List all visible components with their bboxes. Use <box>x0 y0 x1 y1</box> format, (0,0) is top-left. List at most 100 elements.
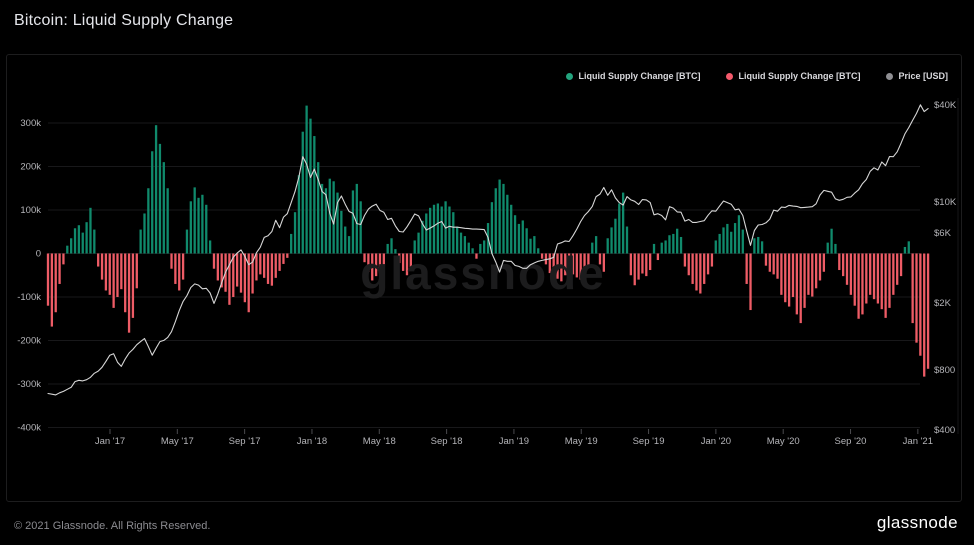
supply-bar <box>594 236 598 254</box>
legend-item-price[interactable]: Price [USD] <box>886 71 948 81</box>
supply-bar <box>467 242 470 254</box>
y-left-tick: 200k <box>20 162 41 173</box>
supply-bar <box>753 238 756 254</box>
supply-bar <box>340 210 343 254</box>
supply-bar <box>347 236 351 254</box>
supply-bar <box>575 253 578 278</box>
supply-bar <box>247 253 250 313</box>
supply-bar <box>668 235 671 254</box>
supply-bar <box>714 240 717 254</box>
supply-bar <box>151 151 154 254</box>
legend-item-supply-positive[interactable]: Liquid Supply Change [BTC] <box>566 71 700 81</box>
supply-bar <box>355 183 358 254</box>
supply-bar <box>791 253 795 297</box>
supply-bar <box>888 253 891 308</box>
supply-bar <box>544 253 548 265</box>
supply-bar <box>757 236 760 254</box>
supply-change-bars[interactable] <box>46 105 930 377</box>
supply-bar <box>849 253 853 295</box>
supply-bar <box>764 253 768 266</box>
supply-bar <box>899 253 903 277</box>
supply-bar <box>374 253 378 277</box>
y-left-tick: -100k <box>17 292 41 303</box>
supply-bar <box>81 232 84 254</box>
page-title: Bitcoin: Liquid Supply Change <box>14 12 234 29</box>
supply-bar <box>104 253 108 291</box>
supply-bar <box>324 188 328 254</box>
supply-bar <box>710 253 714 267</box>
supply-bar <box>270 253 274 286</box>
x-axis-tick: Jan '20 <box>701 436 731 447</box>
supply-bar <box>826 242 829 254</box>
supply-bar <box>178 253 181 291</box>
supply-bar <box>498 179 501 254</box>
supply-bar <box>768 253 771 272</box>
supply-bar <box>208 240 212 254</box>
supply-bar <box>363 253 366 263</box>
supply-bar <box>884 253 887 318</box>
supply-bar <box>290 233 293 254</box>
supply-bar <box>309 118 312 254</box>
supply-bar <box>428 207 432 254</box>
supply-bar <box>336 192 339 254</box>
supply-bar <box>359 201 362 254</box>
chart-legend: Liquid Supply Change [BTC] Liquid Supply… <box>566 71 948 81</box>
supply-bar <box>228 253 231 305</box>
supply-bar <box>282 253 285 264</box>
y-right-tick: $800 <box>934 365 955 376</box>
supply-bar <box>857 253 860 319</box>
supply-bar <box>112 253 115 308</box>
glassnode-logo[interactable]: glassnode <box>876 513 958 532</box>
supply-bar <box>780 253 783 295</box>
supply-bar <box>537 248 540 254</box>
supply-bar <box>772 253 775 275</box>
supply-bar <box>656 253 660 261</box>
supply-bar <box>305 105 308 254</box>
legend-label: Price [USD] <box>898 71 948 81</box>
supply-bar <box>490 202 494 254</box>
supply-bar <box>567 253 571 272</box>
supply-bar <box>838 253 841 271</box>
supply-bar <box>220 253 223 288</box>
supply-bar <box>143 213 146 254</box>
supply-bar <box>529 238 532 254</box>
glassnode-watermark: glassnode <box>360 247 606 299</box>
supply-bar <box>54 253 57 313</box>
supply-bar <box>540 253 544 259</box>
supply-bar <box>189 201 192 254</box>
supply-bar <box>50 253 54 327</box>
supply-bar <box>263 253 266 278</box>
supply-bar <box>77 225 81 254</box>
y-right-tick: $40K <box>934 100 957 111</box>
supply-bar <box>733 223 737 254</box>
supply-bar <box>564 253 567 276</box>
supply-bar <box>243 253 247 303</box>
supply-bar <box>687 253 690 276</box>
supply-bar <box>722 227 725 254</box>
supply-bar <box>695 253 698 291</box>
supply-bar <box>880 253 883 310</box>
supply-bar <box>737 215 741 254</box>
y-left-tick: -200k <box>17 336 41 347</box>
supply-bar <box>676 228 679 254</box>
supply-bar <box>664 240 667 254</box>
supply-bar <box>193 187 196 254</box>
supply-bar <box>301 131 304 254</box>
supply-bar <box>926 253 930 369</box>
supply-bar <box>610 227 613 254</box>
supply-bar <box>239 253 243 293</box>
supply-bar <box>784 253 787 303</box>
price-line[interactable] <box>47 104 929 396</box>
supply-bar <box>73 228 77 254</box>
supply-bar <box>293 212 297 254</box>
supply-bar <box>386 243 389 254</box>
supply-bar <box>401 253 405 271</box>
supply-bar <box>147 188 150 254</box>
supply-bar <box>313 136 316 254</box>
legend-item-supply-negative[interactable]: Liquid Supply Change [BTC] <box>726 71 860 81</box>
supply-bar <box>799 253 802 324</box>
supply-bar <box>297 175 301 254</box>
x-axis-tick: May '18 <box>363 436 396 447</box>
supply-bar <box>621 192 625 254</box>
